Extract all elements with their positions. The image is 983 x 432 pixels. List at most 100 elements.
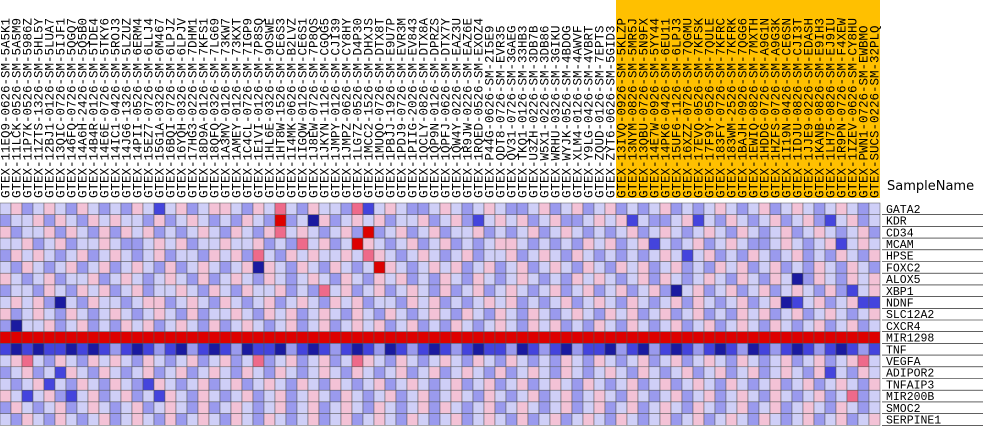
heatmap-cell	[186, 366, 199, 379]
heatmap-cell	[109, 331, 122, 344]
column-label: GTEX-PWN1-0726-SM-EWBMO	[858, 25, 872, 198]
heatmap-cell	[329, 237, 342, 251]
heatmap-cell	[384, 202, 397, 215]
heatmap-cell	[109, 272, 122, 286]
heatmap-cell	[153, 202, 166, 215]
heatmap-cell	[362, 261, 375, 274]
heatmap-cell	[263, 308, 276, 321]
heatmap-cell	[725, 202, 738, 215]
heatmap-cell	[164, 261, 177, 274]
heatmap-cell	[406, 261, 419, 274]
heatmap-cell	[230, 249, 243, 262]
heatmap-cell	[10, 226, 23, 239]
heatmap-cell	[230, 272, 243, 286]
heatmap-cell	[362, 214, 375, 227]
heatmap-cell	[263, 202, 276, 215]
column-label: GTEX-1A3MV-0126-SM-73KW7	[220, 18, 234, 198]
column-label: GTEX-1E1VI-0126-SM-7P8SQ	[253, 18, 267, 198]
heatmap-cell	[109, 343, 122, 356]
heatmap-cell	[725, 413, 738, 426]
heatmap-cell	[747, 354, 760, 368]
heatmap-cell	[846, 272, 859, 286]
heatmap-cell	[747, 214, 760, 227]
heatmap-cell	[857, 413, 870, 426]
heatmap-cell	[417, 272, 430, 286]
heatmap-cell	[461, 413, 474, 426]
heatmap-cell	[802, 378, 815, 391]
column-label: GTEX-XLM4-0126-SM-4AWVF	[572, 25, 586, 198]
heatmap-cell	[219, 249, 232, 262]
heatmap-cell	[307, 272, 320, 286]
heatmap-cell	[406, 354, 419, 368]
heatmap-cell	[43, 308, 56, 321]
row-label: VEGFA	[886, 356, 921, 369]
heatmap-cell	[307, 308, 320, 321]
heatmap-cell	[318, 284, 331, 297]
heatmap-cell	[868, 261, 881, 274]
heatmap-cell	[868, 331, 881, 344]
row-label: SLC12A2	[886, 309, 934, 322]
heatmap-cell	[516, 331, 529, 344]
heatmap-cell	[76, 249, 89, 262]
heatmap-cell	[0, 308, 12, 321]
heatmap-cell	[813, 366, 826, 379]
heatmap-cell	[417, 378, 430, 391]
heatmap-cell	[824, 308, 837, 321]
heatmap-cell	[252, 331, 265, 344]
heatmap-cell	[98, 261, 111, 274]
heatmap-cell	[791, 249, 804, 262]
heatmap-cell	[21, 378, 34, 391]
heatmap-cell	[318, 237, 331, 251]
heatmap-cell	[769, 214, 782, 227]
heatmap-cell	[736, 237, 749, 251]
heatmap-cell	[868, 401, 881, 414]
heatmap-cell	[329, 308, 342, 321]
heatmap-cell	[417, 308, 430, 321]
heatmap-cell	[472, 413, 485, 426]
heatmap-cell	[538, 401, 551, 414]
heatmap-cell	[263, 413, 276, 426]
heatmap-cell	[109, 237, 122, 251]
heatmap-cell	[296, 378, 309, 391]
heatmap-cell	[549, 226, 562, 239]
column-label: GTEX-1C4CL-0726-SM-7IGP9	[242, 18, 256, 198]
heatmap-cell	[483, 249, 496, 262]
heatmap-cell	[252, 354, 265, 368]
heatmap-cell	[725, 237, 738, 251]
heatmap-cell	[98, 296, 111, 309]
heatmap-cell	[516, 319, 529, 332]
heatmap-cell	[670, 249, 683, 262]
heatmap-cell	[340, 237, 353, 251]
heatmap-cell	[186, 354, 199, 368]
heatmap-cell	[659, 413, 672, 426]
heatmap-cell	[714, 308, 727, 321]
heatmap-cell	[604, 319, 617, 332]
heatmap-cell	[648, 214, 661, 227]
row-label: TNFAIP3	[886, 379, 934, 392]
heatmap-cell	[439, 261, 452, 274]
row-label: HPSE	[886, 251, 914, 264]
heatmap-cell	[505, 354, 518, 368]
heatmap-cell	[153, 296, 166, 309]
heatmap-cell	[241, 319, 254, 332]
column-label: GTEX-18D9A-0126-SM-7KFS1	[198, 18, 212, 198]
heatmap-cell	[142, 308, 155, 321]
heatmap-cell	[472, 237, 485, 251]
heatmap-cell	[296, 261, 309, 274]
heatmap-cell	[835, 354, 848, 368]
heatmap-cell	[384, 249, 397, 262]
heatmap-cell	[472, 354, 485, 368]
heatmap-cell	[538, 214, 551, 227]
heatmap-cell	[142, 249, 155, 262]
heatmap-cell	[318, 401, 331, 414]
heatmap-cell	[560, 284, 573, 297]
heatmap-cell	[857, 284, 870, 297]
heatmap-cell	[736, 413, 749, 426]
heatmap-cell	[263, 296, 276, 309]
heatmap-cell	[505, 261, 518, 274]
heatmap-cell	[417, 296, 430, 309]
column-label: GTEX-1QPFJ-0626-SM-DTX7Y	[440, 17, 454, 198]
heatmap-cell	[747, 401, 760, 414]
heatmap-cell	[868, 226, 881, 239]
heatmap-cell	[274, 249, 287, 262]
